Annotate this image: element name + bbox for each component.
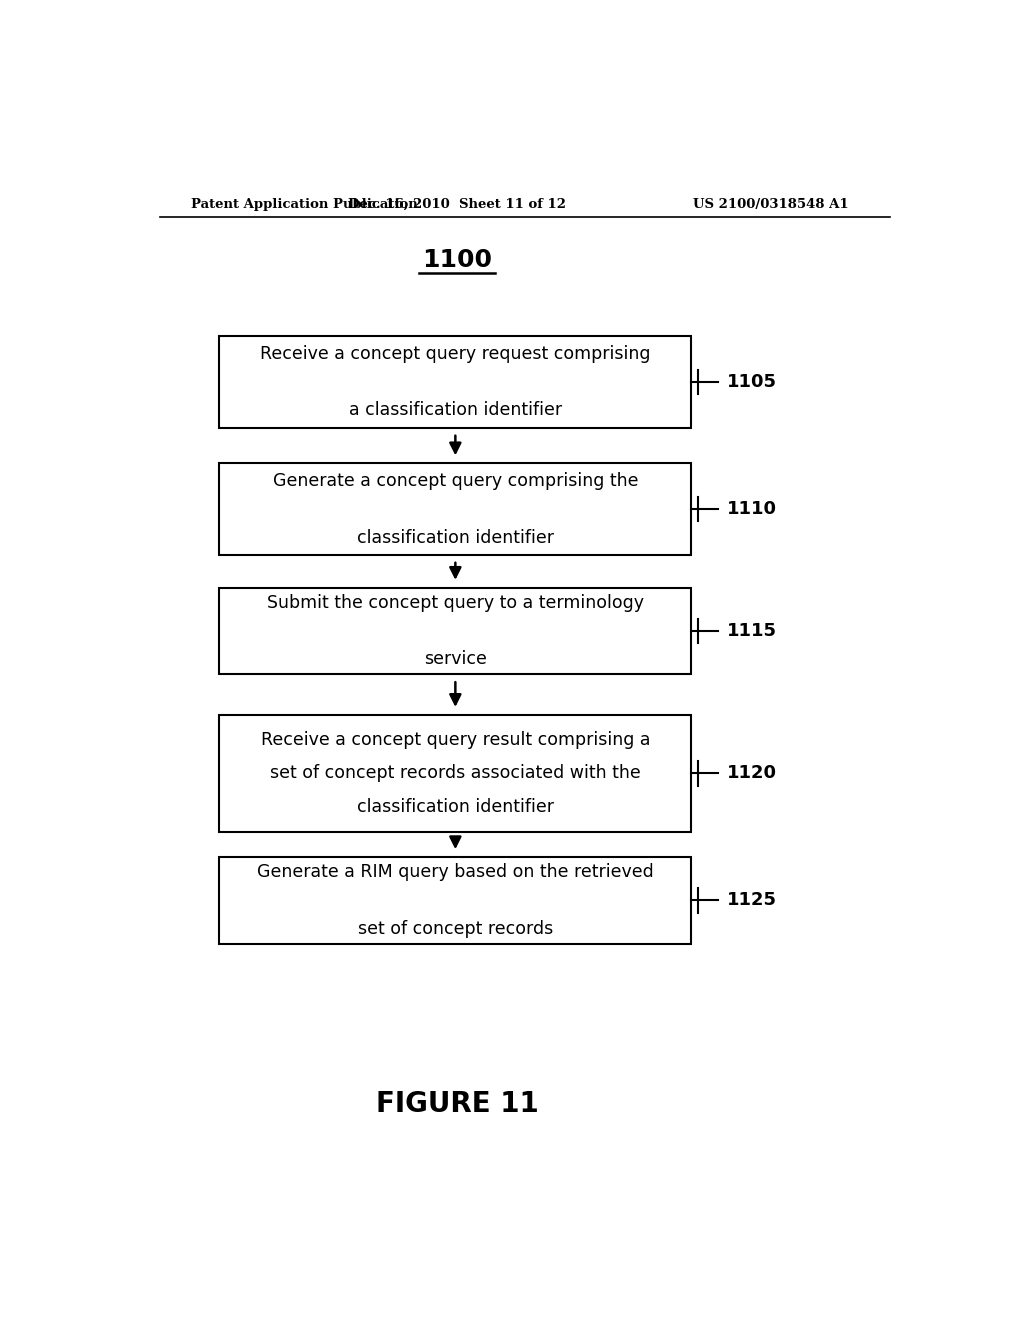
- Text: classification identifier: classification identifier: [356, 528, 554, 546]
- Text: Receive a concept query result comprising a: Receive a concept query result comprisin…: [261, 731, 650, 748]
- Text: Patent Application Publication: Patent Application Publication: [191, 198, 418, 211]
- Bar: [219, 587, 691, 675]
- Text: Submit the concept query to a terminology: Submit the concept query to a terminolog…: [267, 594, 644, 611]
- Text: Generate a concept query comprising the: Generate a concept query comprising the: [272, 471, 638, 490]
- Bar: [219, 337, 691, 428]
- Bar: [219, 463, 691, 554]
- Text: set of concept records associated with the: set of concept records associated with t…: [270, 764, 641, 783]
- Text: a classification identifier: a classification identifier: [349, 401, 562, 420]
- Text: service: service: [424, 651, 486, 668]
- Bar: [219, 715, 691, 832]
- Text: 1100: 1100: [422, 248, 493, 272]
- Text: 1125: 1125: [727, 891, 777, 909]
- Text: 1105: 1105: [727, 374, 777, 391]
- Text: classification identifier: classification identifier: [356, 797, 554, 816]
- Text: 1120: 1120: [727, 764, 777, 783]
- Text: Receive a concept query request comprising: Receive a concept query request comprisi…: [260, 345, 650, 363]
- Text: 1110: 1110: [727, 500, 777, 517]
- Text: Dec. 16, 2010  Sheet 11 of 12: Dec. 16, 2010 Sheet 11 of 12: [348, 198, 566, 211]
- Text: 1115: 1115: [727, 622, 777, 640]
- Text: US 2100/0318548 A1: US 2100/0318548 A1: [693, 198, 849, 211]
- Bar: [219, 857, 691, 944]
- Text: Generate a RIM query based on the retrieved: Generate a RIM query based on the retrie…: [257, 863, 653, 880]
- Text: set of concept records: set of concept records: [357, 920, 553, 937]
- Text: FIGURE 11: FIGURE 11: [376, 1089, 539, 1118]
